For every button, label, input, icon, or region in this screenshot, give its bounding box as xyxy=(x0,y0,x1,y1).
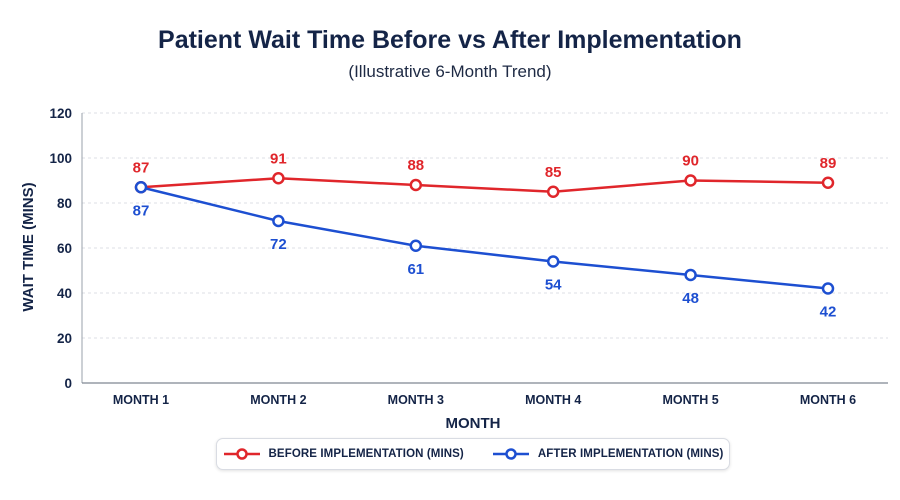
data-point xyxy=(134,181,148,194)
data-label: 90 xyxy=(682,153,699,170)
legend-swatch-before-icon xyxy=(223,448,260,460)
series-lines xyxy=(134,172,835,295)
data-point xyxy=(684,174,697,187)
y-tick-label: 20 xyxy=(57,331,72,346)
data-point xyxy=(409,178,423,192)
chart-subtitle: (Illustrative 6-Month Trend) xyxy=(348,62,552,81)
y-tick-label: 100 xyxy=(49,151,72,166)
axes xyxy=(81,113,888,384)
y-tick-label: 40 xyxy=(57,286,72,301)
chart-legend: BEFORE IMPLEMENTATION (MINS) AFTER IMPLE… xyxy=(216,438,730,470)
x-tick-labels: MONTH 1 MONTH 2 MONTH 3 MONTH 4 MONTH 5 MONTH… xyxy=(113,393,856,407)
chart-title: Patient Wait Time Before vs After Implem… xyxy=(158,26,742,54)
x-tick-label: MONTH 4 xyxy=(525,393,581,407)
data-point xyxy=(272,214,285,228)
data-point xyxy=(409,239,423,252)
grid-lines xyxy=(82,112,888,339)
data-label: 87 xyxy=(133,202,150,219)
y-tick-label: 80 xyxy=(57,196,72,211)
y-axis-label: WAIT TIME (MINS) xyxy=(20,182,37,311)
x-tick-label: MONTH 2 xyxy=(250,393,306,407)
x-tick-label: MONTH 3 xyxy=(388,393,444,407)
data-point xyxy=(821,176,835,189)
data-labels: 87 91 88 85 90 89 87 72 61 54 48 42 xyxy=(133,150,837,320)
data-label: 61 xyxy=(407,261,424,278)
data-point xyxy=(821,282,835,295)
series-line-1 xyxy=(140,186,829,290)
data-label: 85 xyxy=(545,164,562,181)
y-tick-label: 120 xyxy=(49,106,72,121)
series-line-0 xyxy=(140,177,829,193)
legend-item-before: BEFORE IMPLEMENTATION (MINS) xyxy=(223,447,464,461)
data-point xyxy=(546,185,560,198)
legend-swatch-after-icon xyxy=(492,448,529,460)
legend-item-after: AFTER IMPLEMENTATION (MINS) xyxy=(492,447,724,461)
data-point xyxy=(684,268,697,282)
data-point xyxy=(546,255,560,268)
data-label: 54 xyxy=(545,277,562,294)
x-tick-label: MONTH 1 xyxy=(113,393,169,407)
y-tick-label: 60 xyxy=(57,241,72,256)
y-tick-label: 0 xyxy=(64,376,72,391)
legend-label-after: AFTER IMPLEMENTATION (MINS) xyxy=(537,448,724,460)
x-tick-label: MONTH 6 xyxy=(800,393,856,407)
data-point xyxy=(272,172,285,185)
data-label: 89 xyxy=(820,155,837,172)
data-label: 88 xyxy=(407,157,424,174)
data-label: 42 xyxy=(820,304,837,321)
x-tick-label: MONTH 5 xyxy=(662,393,718,407)
y-tick-labels: 0 20 40 60 80 100 120 xyxy=(49,106,72,391)
data-label: 48 xyxy=(682,290,699,307)
data-label: 72 xyxy=(270,236,287,253)
x-axis-label: MONTH xyxy=(446,415,501,432)
data-label: 87 xyxy=(133,159,150,176)
legend-label-before: BEFORE IMPLEMENTATION (MINS) xyxy=(268,448,464,460)
data-label: 91 xyxy=(270,150,287,167)
